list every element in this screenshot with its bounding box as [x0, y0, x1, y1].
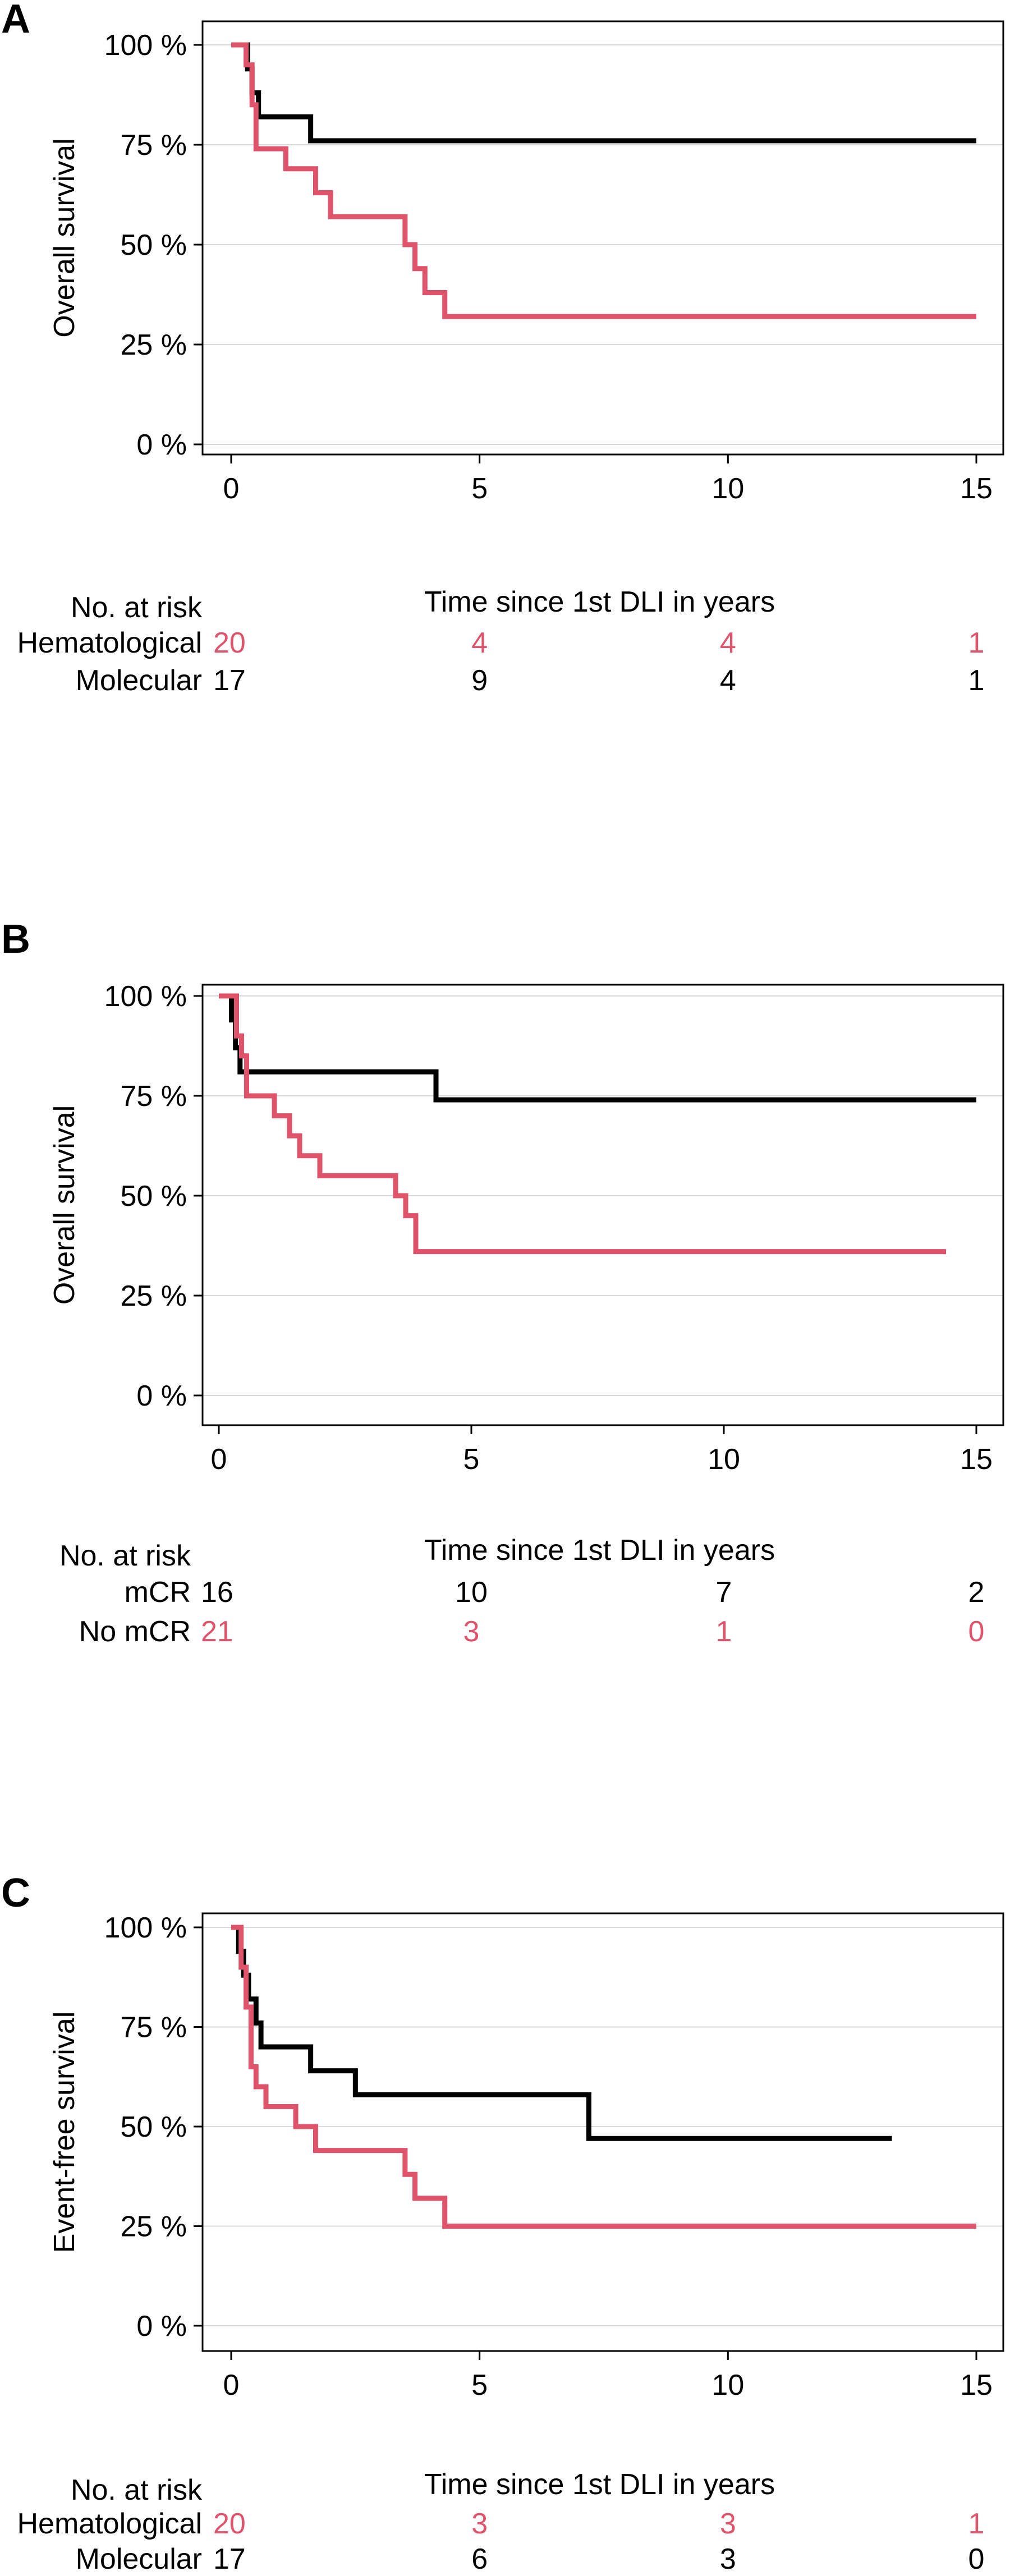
- x-tick-label: 15: [960, 2369, 993, 2401]
- risk-row-label-hematological: Hematological: [17, 627, 203, 659]
- x-tick-label: 10: [711, 472, 744, 505]
- panel-label: B: [1, 917, 30, 962]
- risk-row-label-mcr: mCR: [125, 1576, 191, 1609]
- y-tick-label: 25 %: [120, 329, 187, 361]
- x-tick-label: 5: [463, 1443, 480, 1476]
- plot-frame: [201, 20, 1004, 456]
- risk-count: 4: [471, 627, 488, 659]
- y-axis-label: Event-free survival: [48, 2012, 81, 2253]
- risk-count: 3: [720, 2508, 736, 2540]
- km-curve-molecular: [231, 1925, 892, 2141]
- y-tick-label: 100 %: [104, 29, 187, 62]
- risk-count: 3: [471, 2508, 488, 2540]
- risk-count: 21: [201, 1615, 233, 1648]
- x-tick-label: 0: [223, 2369, 240, 2401]
- x-tick-label: 5: [471, 472, 488, 505]
- km-curve-hematological: [231, 42, 976, 319]
- risk-count: 20: [213, 2508, 246, 2540]
- x-tick-label: 0: [211, 1443, 227, 1476]
- risk-row-label-molecular: Molecular: [76, 664, 202, 697]
- x-tick-label: 15: [960, 1443, 993, 1476]
- x-axis-label: Time since 1st DLI in years: [424, 586, 775, 618]
- risk-count: 2: [968, 1576, 985, 1609]
- risk-count: 3: [463, 1615, 480, 1648]
- x-axis-label: Time since 1st DLI in years: [424, 2468, 775, 2501]
- risk-count: 4: [720, 627, 736, 659]
- km-curve-molecular: [231, 42, 976, 144]
- y-tick-label: 25 %: [120, 1280, 187, 1312]
- risk-count: 0: [968, 2543, 985, 2575]
- risk-table-title: No. at risk: [71, 2474, 203, 2506]
- risk-table-title: No. at risk: [59, 1540, 191, 1572]
- risk-count: 10: [455, 1576, 488, 1609]
- plot-frame: [201, 1912, 1004, 2352]
- risk-count: 17: [213, 664, 246, 697]
- risk-count: 7: [716, 1576, 732, 1609]
- panel-label: C: [1, 1871, 30, 1916]
- y-tick-label: 75 %: [120, 1080, 187, 1113]
- y-tick-label: 100 %: [104, 1912, 187, 1944]
- risk-count: 1: [968, 627, 985, 659]
- risk-row-label-molecular: Molecular: [76, 2543, 202, 2575]
- risk-count: 20: [213, 627, 246, 659]
- x-tick-label: 10: [711, 2369, 744, 2401]
- risk-count: 9: [471, 664, 488, 697]
- risk-table-title: No. at risk: [71, 591, 203, 624]
- y-axis-label: Overall survival: [48, 138, 81, 337]
- risk-count: 17: [213, 2543, 246, 2575]
- risk-count: 1: [968, 2508, 985, 2540]
- y-tick-label: 0 %: [136, 2310, 187, 2343]
- panel-label: A: [1, 0, 30, 42]
- y-tick-label: 50 %: [120, 1180, 187, 1213]
- risk-row-label-hematological: Hematological: [17, 2508, 203, 2540]
- risk-row-label-no-mcr: No mCR: [79, 1615, 191, 1648]
- x-tick-label: 0: [223, 472, 240, 505]
- km-curve-mcr: [219, 993, 976, 1103]
- risk-count: 16: [201, 1576, 233, 1609]
- y-axis-label: Overall survival: [48, 1105, 81, 1305]
- km-curve-hematological: [231, 1925, 976, 2229]
- km-curve-no-mcr: [219, 993, 946, 1255]
- y-tick-label: 0 %: [136, 429, 187, 461]
- risk-count: 0: [968, 1615, 985, 1648]
- y-tick-label: 0 %: [136, 1380, 187, 1412]
- x-tick-label: 15: [960, 472, 993, 505]
- x-tick-label: 10: [708, 1443, 740, 1476]
- y-tick-label: 50 %: [120, 2111, 187, 2143]
- y-tick-label: 75 %: [120, 129, 187, 162]
- panel-a: A 0 % 25 % 50 % 75 % 100 % 0 5 10 15 Overall survi…: [1, 0, 1004, 697]
- x-axis-label: Time since 1st DLI in years: [424, 1534, 775, 1567]
- risk-count: 6: [471, 2543, 488, 2575]
- y-tick-label: 100 %: [104, 980, 187, 1013]
- risk-count: 4: [720, 664, 736, 697]
- y-tick-label: 50 %: [120, 229, 187, 261]
- risk-count: 1: [716, 1615, 732, 1648]
- y-tick-label: 75 %: [120, 2012, 187, 2044]
- y-tick-label: 25 %: [120, 2211, 187, 2243]
- risk-count: 1: [968, 664, 985, 697]
- x-tick-label: 5: [471, 2369, 488, 2401]
- risk-count: 3: [720, 2543, 736, 2575]
- plot-frame: [201, 984, 1004, 1426]
